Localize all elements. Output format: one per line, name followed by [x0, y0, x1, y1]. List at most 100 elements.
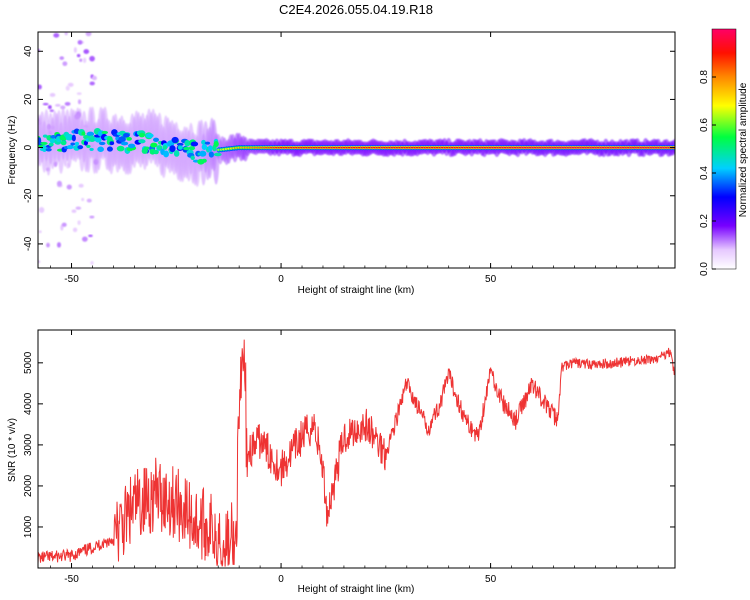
heatmap-cell [127, 143, 136, 149]
top-ytick-label: -20 [23, 188, 34, 203]
top-ytick-label: 40 [23, 45, 34, 57]
spectrogram-xlabel: Height of straight line (km) [298, 285, 415, 296]
heatmap-cell [190, 155, 195, 161]
heatmap-noise [46, 242, 50, 248]
heatmap-cell [208, 151, 214, 156]
top-xtick-label: -50 [64, 274, 79, 285]
heatmap-cell [150, 142, 158, 148]
heatmap-noise [72, 227, 78, 233]
heatmap-cell [74, 141, 80, 146]
heatmap-cell [138, 132, 145, 138]
heatmap-cell [122, 132, 130, 138]
heatmap-cell [86, 131, 95, 137]
heatmap-noise [81, 236, 88, 242]
heatmap-cell [190, 141, 199, 147]
snr-panel: -50 0 50 1000 2000 3000 4000 5000 Height of str… [7, 329, 676, 595]
heatmap-noise [53, 33, 60, 38]
heatmap-noise [77, 40, 83, 45]
spectrogram-image [38, 32, 675, 265]
heatmap-cell [71, 134, 76, 142]
snr-ylabel: SNR (10 * v/v) [7, 418, 18, 482]
colorbar-gradient [711, 28, 737, 270]
bot-ytick-label: 1000 [23, 515, 34, 538]
heatmap-noise [90, 260, 94, 265]
heatmap-noise [66, 184, 72, 190]
heatmap-noise [89, 81, 95, 86]
heatmap-cell [88, 136, 96, 143]
heatmap-noise [82, 57, 87, 63]
colorbar: 0.0 0.2 0.4 0.6 0.8 Normalized spectral ampl… [699, 28, 749, 276]
heatmap-cell [89, 147, 94, 151]
heatmap-cell [153, 137, 159, 142]
heatmap-noise [86, 198, 92, 203]
heatmap-noise [64, 32, 68, 36]
bot-xtick-label: -50 [64, 574, 79, 585]
snr-xlabel: Height of straight line (km) [298, 584, 415, 595]
bot-xtick-label: 50 [485, 574, 497, 585]
heatmap-cell [145, 133, 154, 139]
heatmap-cell [77, 145, 84, 150]
heatmap-cell [188, 146, 196, 151]
heatmap-cell [107, 136, 113, 142]
heatmap-cell [138, 139, 146, 144]
spectrogram-frame [37, 31, 676, 269]
heatmap-noise [78, 183, 84, 188]
heatmap-noise [71, 209, 77, 213]
heatmap-cell [162, 145, 168, 150]
heatmap-cell [201, 139, 206, 145]
heatmap-noise [81, 197, 85, 202]
heatmap-cell [183, 146, 190, 151]
heatmap-noise [91, 75, 97, 81]
heatmap-noise [77, 220, 81, 226]
heatmap-noise [56, 242, 62, 248]
heatmap-cell [213, 140, 219, 148]
heatmap-cell [171, 136, 179, 144]
heatmap-cell [173, 150, 180, 157]
heatmap-noise [76, 92, 82, 95]
heatmap-noise [65, 85, 70, 91]
heatmap-cell [156, 145, 163, 151]
spectrogram-ylabel: Frequency (Hz) [7, 116, 18, 185]
chart-title: C2E4.2026.055.04.19.R18 [279, 2, 433, 17]
heatmap-cell [98, 141, 106, 146]
snr-plot-area [38, 330, 675, 568]
heatmap-noise [89, 215, 95, 219]
heatmap-cell [97, 146, 104, 152]
heatmap-noise [76, 54, 81, 58]
heatmap-noise [38, 207, 45, 213]
heatmap-noise [38, 230, 42, 234]
colorbar-label: Normalized spectral amplitude [738, 82, 749, 217]
heatmap-noise [75, 206, 82, 210]
heatmap-cell [42, 134, 48, 138]
heatmap-cell [60, 140, 67, 146]
heatmap-cell [109, 141, 115, 146]
heatmap-cell [176, 142, 184, 146]
heatmap-noise [56, 180, 62, 187]
heatmap-cell [40, 141, 48, 146]
heatmap-noise [61, 222, 67, 227]
colorbar-tick-label: 0.0 [699, 262, 710, 276]
heatmap-cell [86, 144, 91, 148]
heatmap-noise [77, 99, 82, 105]
heatmap-noise [42, 102, 49, 106]
colorbar-tick-label: 0.2 [699, 214, 710, 228]
snr-frame [37, 329, 676, 569]
heatmap-cell [204, 141, 211, 145]
colorbar-tick-label: 0.6 [699, 118, 710, 132]
heatmap-cell [169, 145, 176, 153]
heatmap-cell [143, 146, 150, 150]
heatmap-noise [60, 105, 66, 110]
heatmap-noise [85, 32, 92, 37]
heatmap-cell [208, 145, 213, 152]
heatmap-noise [59, 56, 65, 60]
bot-ytick-label: 3000 [23, 433, 34, 456]
heatmap-cell [116, 145, 125, 152]
heatmap-cell [153, 149, 159, 155]
spectrogram-panel: -50 0 50 -40 -20 0 20 40 Height of straight lin… [7, 31, 676, 296]
heatmap-cell [106, 146, 113, 152]
heatmap-cell [65, 133, 74, 141]
heatmap-cell [184, 139, 191, 147]
heatmap-noise [88, 234, 93, 238]
colorbar-tick-label: 0.4 [699, 166, 710, 180]
